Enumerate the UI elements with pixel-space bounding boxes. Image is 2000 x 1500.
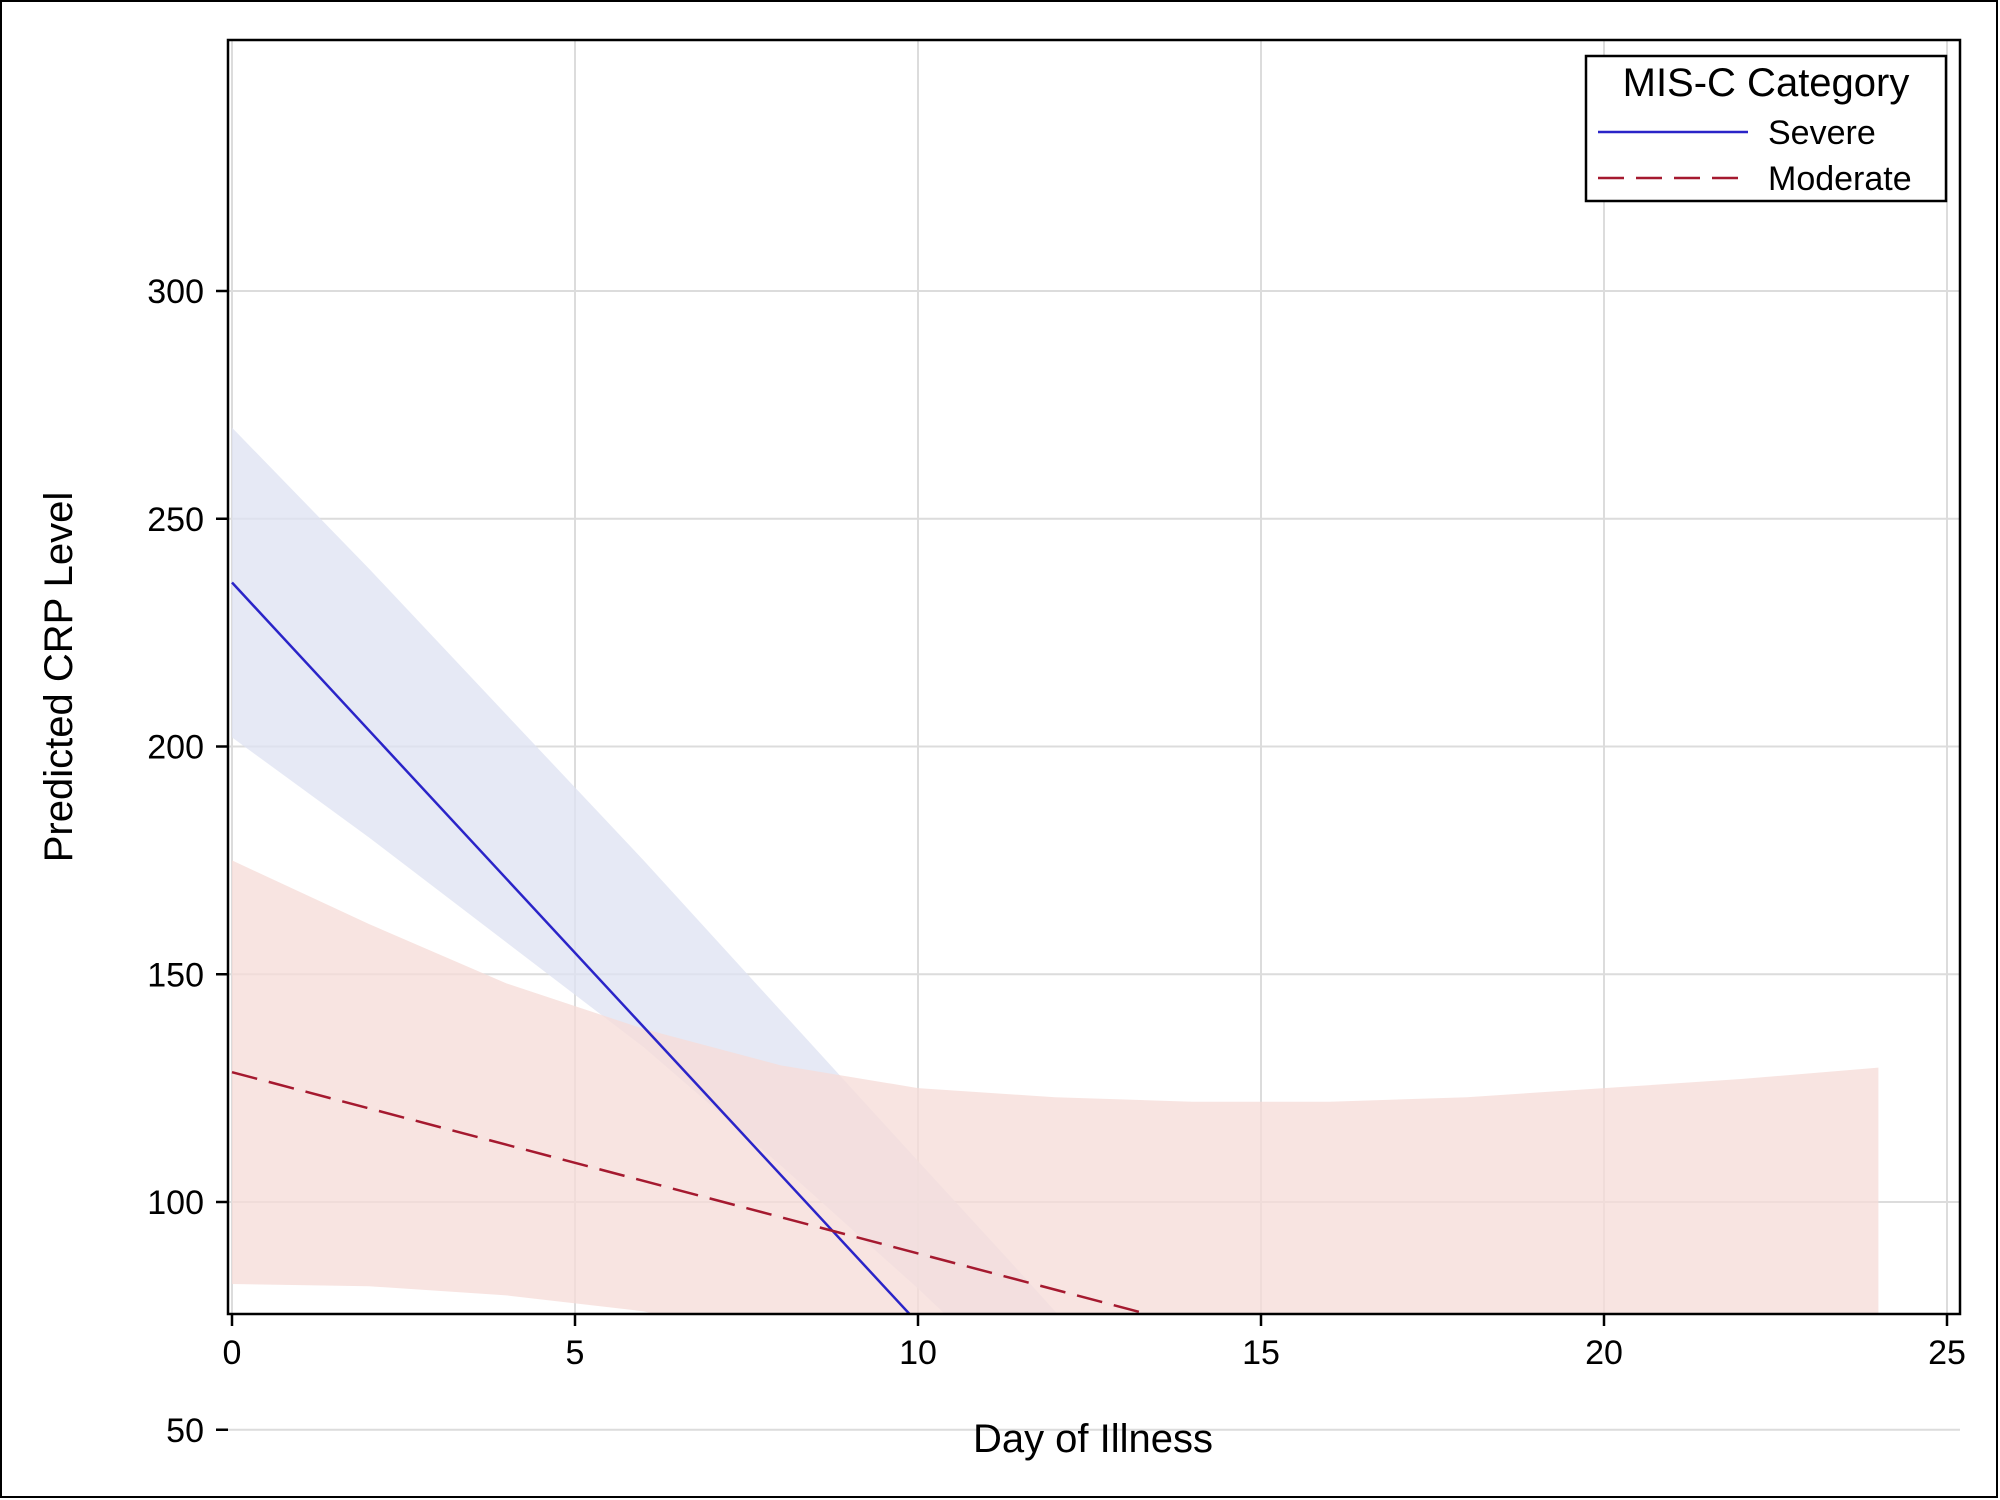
x-tick-label: 25 xyxy=(1928,1334,1966,1372)
x-tick-label: 20 xyxy=(1585,1334,1623,1372)
axes: 0 5 10 15 20 25 50 100 150 200 250 300 xyxy=(147,273,1966,1450)
x-tick-label: 0 xyxy=(223,1334,242,1372)
x-tick-label: 5 xyxy=(566,1334,585,1372)
legend-label-moderate: Moderate xyxy=(1768,160,1912,198)
line-severe xyxy=(231,581,912,1314)
y-tick-label: 100 xyxy=(147,1184,204,1222)
legend: MIS-C Category Severe Moderate xyxy=(1584,54,1948,203)
legend-title: MIS-C Category xyxy=(1623,61,1910,105)
x-tick-label: 15 xyxy=(1242,1334,1280,1372)
y-tick-label: 200 xyxy=(147,729,204,767)
y-tick-label: 50 xyxy=(166,1412,204,1450)
y-tick-label: 300 xyxy=(147,273,204,311)
line-moderate xyxy=(231,1070,1153,1314)
y-tick-label: 150 xyxy=(147,956,204,994)
confidence-bands xyxy=(232,427,1879,1314)
plot-area-border xyxy=(226,38,1962,1316)
legend-label-severe: Severe xyxy=(1768,114,1876,152)
y-tick-label: 250 xyxy=(147,501,204,539)
series-lines xyxy=(231,581,1153,1314)
band-moderate xyxy=(232,860,1879,1314)
x-tick-label: 10 xyxy=(899,1334,937,1372)
x-axis-title: Day of Illness xyxy=(973,1417,1213,1461)
y-axis-title: Predicted CRP Level xyxy=(37,492,81,863)
